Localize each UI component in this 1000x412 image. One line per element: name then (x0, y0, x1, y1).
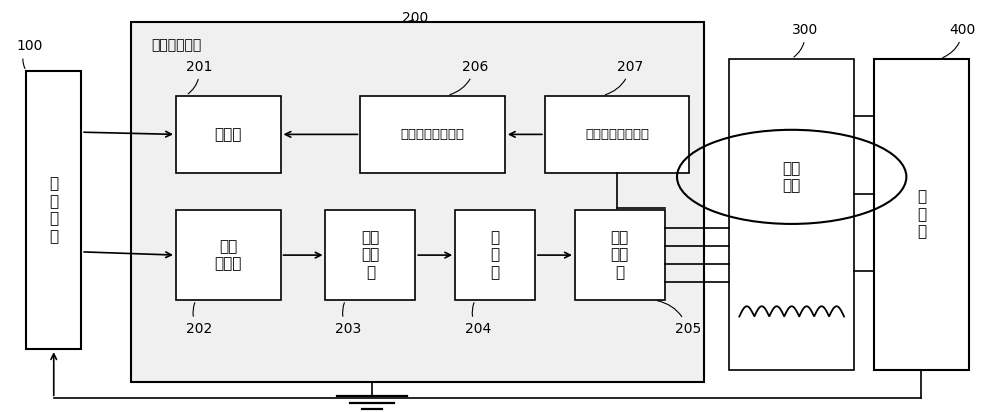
Text: 分
配
器: 分 配 器 (490, 230, 500, 280)
FancyBboxPatch shape (26, 71, 81, 349)
FancyBboxPatch shape (729, 59, 854, 370)
FancyBboxPatch shape (545, 96, 689, 173)
Text: 编
码
器: 编 码 器 (917, 189, 926, 239)
Text: 脉冲
发生
器: 脉冲 发生 器 (361, 230, 379, 280)
FancyBboxPatch shape (360, 96, 505, 173)
Text: 400: 400 (943, 23, 976, 58)
FancyBboxPatch shape (874, 59, 969, 370)
Text: 204: 204 (465, 303, 491, 336)
Text: 电流采样执行器件: 电流采样执行器件 (585, 128, 649, 141)
FancyBboxPatch shape (325, 210, 415, 300)
Text: 微
处
理
器: 微 处 理 器 (49, 176, 58, 243)
Text: 205: 205 (657, 301, 701, 336)
Text: 207: 207 (605, 60, 643, 95)
Text: 步进
电机: 步进 电机 (783, 161, 801, 193)
Text: 逻辑
运算器: 逻辑 运算器 (215, 239, 242, 272)
FancyBboxPatch shape (176, 96, 281, 173)
Text: 100: 100 (16, 40, 43, 68)
Text: 功率
放大
器: 功率 放大 器 (611, 230, 629, 280)
Text: 接收端: 接收端 (215, 127, 242, 142)
Text: 200: 200 (402, 11, 428, 25)
Text: 电流采样处理模块: 电流采样处理模块 (401, 128, 465, 141)
Text: 203: 203 (335, 303, 362, 336)
Text: 集成驱动电路: 集成驱动电路 (151, 38, 201, 52)
Text: 201: 201 (186, 60, 212, 94)
Text: 206: 206 (450, 60, 488, 95)
FancyBboxPatch shape (176, 210, 281, 300)
Text: 300: 300 (792, 23, 818, 57)
Text: 202: 202 (186, 303, 212, 336)
FancyBboxPatch shape (575, 210, 665, 300)
FancyBboxPatch shape (455, 210, 535, 300)
FancyBboxPatch shape (131, 22, 704, 382)
